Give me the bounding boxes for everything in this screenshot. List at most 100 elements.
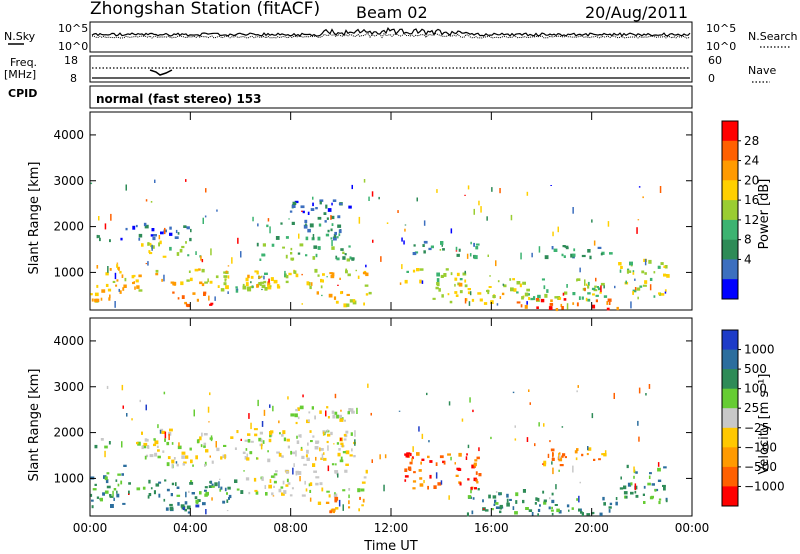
heatmap-cell — [94, 298, 98, 302]
heatmap-cell — [409, 452, 412, 457]
heatmap-cell — [476, 481, 479, 484]
heatmap-cell — [308, 483, 311, 487]
y-tick-label: 1000 — [53, 471, 84, 485]
heatmap-cell — [475, 243, 480, 246]
heatmap-cell — [304, 219, 308, 224]
heatmap-cell — [609, 502, 613, 506]
heatmap-cell — [318, 223, 322, 227]
heatmap-cell — [474, 487, 477, 490]
heatmap-cell — [346, 258, 350, 262]
heatmap-cell — [342, 504, 344, 511]
colorbar-swatch — [722, 388, 738, 409]
heatmap-cell — [334, 499, 338, 503]
heatmap-cell — [154, 452, 158, 457]
heatmap-cell — [331, 202, 333, 206]
y-tick-label: 3000 — [53, 380, 84, 394]
heatmap-cell — [531, 252, 533, 258]
heatmap-cell — [276, 451, 280, 454]
heatmap-cell — [591, 512, 594, 515]
heatmap-cell — [348, 245, 351, 248]
heatmap-cell — [568, 509, 570, 512]
heatmap-cell — [573, 248, 576, 252]
heatmap-cell — [94, 292, 99, 297]
heatmap-cell — [474, 459, 478, 462]
heatmap-cell — [116, 279, 119, 282]
heatmap-cell — [466, 453, 468, 456]
heatmap-cell — [314, 446, 319, 450]
heatmap-cell — [285, 236, 289, 239]
heatmap-cell — [562, 245, 566, 248]
heatmap-cell — [634, 287, 637, 291]
heatmap-cell — [96, 284, 99, 288]
heatmap-cell — [175, 229, 178, 234]
heatmap-cell — [168, 433, 170, 441]
heatmap-cell — [169, 503, 173, 506]
heatmap-cell — [279, 432, 281, 435]
heatmap-cell — [564, 456, 567, 459]
heatmap-cell — [458, 282, 463, 287]
heatmap-cell — [525, 507, 529, 510]
heatmap-cell — [145, 454, 149, 458]
heatmap-cell — [492, 495, 497, 499]
heatmap-cell — [636, 287, 641, 291]
heatmap-cell — [450, 228, 453, 234]
heatmap-cell — [184, 509, 187, 512]
heatmap-cell — [330, 228, 333, 232]
heatmap-cell — [312, 202, 314, 207]
heatmap-cell — [109, 294, 111, 299]
heatmap-cell — [334, 411, 338, 415]
heatmap-cell — [486, 289, 490, 293]
heatmap-cell — [624, 495, 627, 499]
heatmap-cell — [642, 284, 647, 287]
heatmap-cell — [250, 440, 254, 443]
heatmap-cell — [270, 475, 275, 478]
heatmap-cell — [468, 301, 471, 306]
heatmap-cell — [337, 284, 339, 286]
heatmap-cell — [625, 280, 627, 284]
heatmap-cell — [436, 278, 440, 282]
heatmap-cell — [534, 502, 537, 505]
heatmap-cell — [149, 252, 153, 255]
heatmap-cell — [178, 442, 180, 447]
heatmap-cell — [562, 292, 565, 296]
heatmap-cell — [466, 253, 469, 259]
heatmap-cell — [306, 449, 309, 454]
heatmap-cell — [312, 256, 316, 260]
velocity-x-ticks: 00:00 04:00 08:00 12:00 16:00 20:00 00:00 — [73, 318, 709, 535]
heatmap-cell — [457, 468, 462, 471]
heatmap-cell — [196, 439, 200, 444]
heatmap-cell — [510, 214, 513, 221]
heatmap-cell — [181, 295, 185, 299]
heatmap-cell — [319, 447, 321, 452]
heatmap-cell — [337, 224, 342, 228]
heatmap-cell — [305, 254, 308, 257]
heatmap-cell — [549, 303, 554, 306]
heatmap-cell — [340, 437, 342, 441]
heatmap-cell — [309, 223, 314, 228]
heatmap-cell — [576, 302, 579, 307]
nsearch-trace — [91, 32, 691, 39]
heatmap-cell — [338, 414, 342, 419]
heatmap-cell — [566, 284, 568, 288]
heatmap-cell — [362, 498, 365, 503]
heatmap-cell — [355, 269, 357, 272]
heatmap-cell — [331, 272, 335, 277]
heatmap-cell — [161, 278, 163, 282]
heatmap-cell — [295, 472, 298, 476]
heatmap-cell — [411, 456, 414, 460]
heatmap-cell — [285, 484, 289, 487]
heatmap-cell — [516, 301, 521, 304]
heatmap-cell — [323, 457, 327, 461]
heatmap-cell — [332, 199, 337, 202]
heatmap-cell — [138, 237, 141, 241]
velocity-ylabel: Slant Range [km] — [27, 369, 42, 482]
heatmap-cell — [524, 292, 529, 297]
heatmap-cell — [295, 408, 298, 412]
heatmap-cell — [185, 491, 187, 498]
heatmap-cell — [101, 289, 106, 293]
heatmap-cell — [197, 499, 201, 502]
heatmap-cell — [559, 464, 564, 467]
heatmap-cell — [237, 237, 239, 244]
heatmap-cell — [544, 255, 549, 260]
heatmap-cell — [267, 218, 270, 222]
